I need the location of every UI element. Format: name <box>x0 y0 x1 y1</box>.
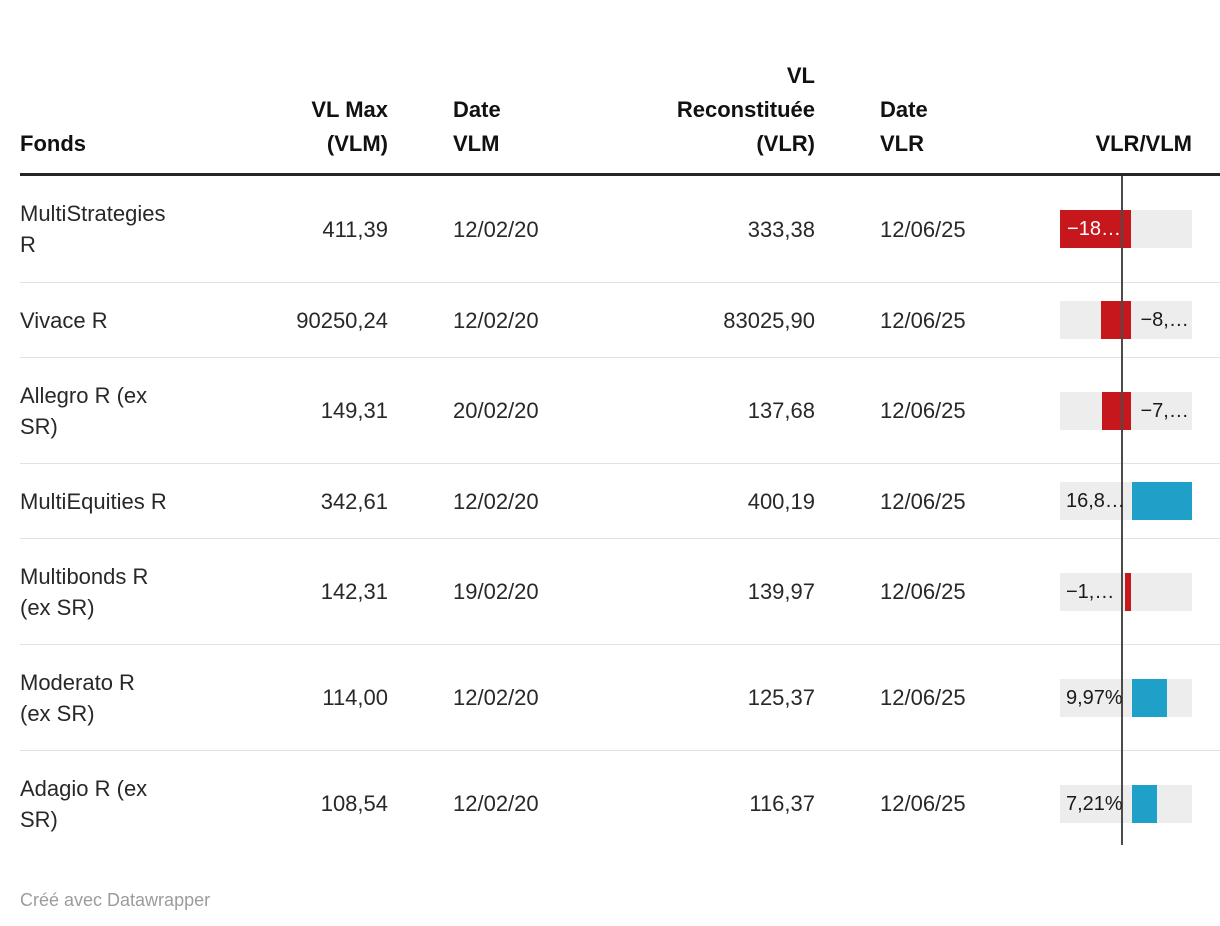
vl-max-value: 411,39 <box>322 216 388 242</box>
vlr-vlm-bar-track: −18… <box>1060 210 1192 248</box>
date-vlm-value: 20/02/20 <box>453 398 539 423</box>
column-header-fonds: Fonds <box>20 131 86 156</box>
vlr-vlm-bar <box>1131 678 1168 717</box>
column-header-date-vlm: Date VLM <box>453 97 501 156</box>
vl-max-value: 342,61 <box>320 488 388 514</box>
table-body: MultiStrategies R 411,39 12/02/20 333,38… <box>20 176 1220 856</box>
vlr-vlm-bar <box>1102 391 1132 430</box>
date-vlr-value: 12/06/25 <box>880 685 966 710</box>
vlr-vlm-bar-label: −8,… <box>1140 309 1189 331</box>
date-vlm-value: 12/02/20 <box>453 791 539 816</box>
zero-axis-line <box>1121 176 1123 845</box>
vlr-vlm-bar-label: −7,… <box>1140 399 1189 422</box>
table-row: MultiStrategies R 411,39 12/02/20 333,38… <box>20 176 1220 282</box>
vl-reconstituee-value: 139,97 <box>747 579 815 604</box>
vlr-vlm-bar-label: −1,… <box>1066 580 1115 603</box>
vlr-vlm-cell: 9,97% <box>995 645 1220 750</box>
table-row: Moderato R (ex SR) 114,00 12/02/20 125,3… <box>20 644 1220 750</box>
vl-reconstituee-value: 137,68 <box>747 398 815 423</box>
column-header-vl-max: VL Max (VLM) <box>311 97 388 156</box>
fund-name: Moderato R (ex SR) <box>20 669 135 726</box>
vlr-vlm-cell: −18… <box>995 176 1220 282</box>
table-row: Adagio R (ex SR) 108,54 12/02/20 116,37 … <box>20 750 1220 856</box>
date-vlm-value: 12/02/20 <box>453 216 539 242</box>
vl-max-value: 90250,24 <box>296 307 388 333</box>
column-header-date-vlr: Date VLR <box>880 97 928 156</box>
vl-reconstituee-value: 125,37 <box>747 685 815 710</box>
fund-name: Adagio R (ex SR) <box>20 775 148 832</box>
vl-max-value: 108,54 <box>320 791 388 816</box>
vlr-vlm-cell: 7,21% <box>995 751 1220 856</box>
fund-name: MultiEquities R <box>20 488 167 514</box>
datawrapper-table: Fonds VL Max (VLM) Date VLM VL Reconstit… <box>10 0 1220 911</box>
vl-reconstituee-value: 83025,90 <box>723 307 815 333</box>
vlr-vlm-bar <box>1125 572 1132 611</box>
fund-name: MultiStrategies R <box>20 201 166 257</box>
vlr-vlm-bar-label: 7,21% <box>1066 792 1123 815</box>
vlr-vlm-bar-label: 9,97% <box>1066 686 1123 709</box>
column-header-vlr-vlm: VLR/VLM <box>1095 131 1192 156</box>
attribution: Créé avec Datawrapper <box>20 890 1200 911</box>
vlr-vlm-bar <box>1060 210 1132 248</box>
datawrapper-credit-link[interactable]: Créé avec Datawrapper <box>20 890 211 910</box>
date-vlm-value: 12/02/20 <box>453 685 539 710</box>
vl-reconstituee-value: 116,37 <box>749 791 815 816</box>
table-row: Multibonds R (ex SR) 142,31 19/02/20 139… <box>20 538 1220 644</box>
date-vlr-value: 12/06/25 <box>880 216 966 242</box>
date-vlr-value: 12/06/25 <box>880 791 966 816</box>
vlr-vlm-bar <box>1101 301 1132 339</box>
date-vlm-value: 19/02/20 <box>453 579 539 604</box>
vlr-vlm-cell: −1,… <box>995 539 1220 644</box>
vl-reconstituee-value: 400,19 <box>747 488 815 514</box>
vl-max-value: 114,00 <box>322 685 388 710</box>
table-row: Vivace R 90250,24 12/02/20 83025,90 12/0… <box>20 282 1220 357</box>
date-vlr-value: 12/06/25 <box>880 398 966 423</box>
date-vlm-value: 12/02/20 <box>453 307 539 333</box>
table-header: Fonds VL Max (VLM) Date VLM VL Reconstit… <box>20 0 1220 176</box>
column-header-vl-reconstituee: VL Reconstituée (VLR) <box>676 63 815 156</box>
vlr-vlm-cell: −8,… <box>995 283 1220 357</box>
vlr-vlm-bar-track: 9,97% <box>1060 678 1192 717</box>
vl-max-value: 149,31 <box>320 398 388 423</box>
vl-reconstituee-value: 333,38 <box>747 216 815 242</box>
vlr-vlm-bar-label: 16,8… <box>1066 490 1125 512</box>
vl-max-value: 142,31 <box>320 579 388 604</box>
fund-name: Vivace R <box>20 307 108 333</box>
fund-name: Multibonds R (ex SR) <box>20 563 149 620</box>
vlr-vlm-bar <box>1131 482 1192 520</box>
vlr-vlm-bar <box>1131 784 1158 823</box>
date-vlr-value: 12/06/25 <box>880 307 966 333</box>
table-row: MultiEquities R 342,61 12/02/20 400,19 1… <box>20 463 1220 538</box>
vlr-vlm-bar-label: −18… <box>1067 218 1121 240</box>
vlr-vlm-cell: 16,8… <box>995 464 1220 538</box>
date-vlr-value: 12/06/25 <box>880 488 966 514</box>
vlr-vlm-bar-track: 16,8… <box>1060 482 1192 520</box>
vlr-vlm-bar-track: −7,… <box>1060 391 1192 430</box>
date-vlm-value: 12/02/20 <box>453 488 539 514</box>
vlr-vlm-bar-track: −1,… <box>1060 572 1192 611</box>
date-vlr-value: 12/06/25 <box>880 579 966 604</box>
table-row: Allegro R (ex SR) 149,31 20/02/20 137,68… <box>20 357 1220 463</box>
vlr-vlm-bar-track: −8,… <box>1060 301 1192 339</box>
fund-name: Allegro R (ex SR) <box>20 382 148 439</box>
vlr-vlm-bar-track: 7,21% <box>1060 784 1192 823</box>
vlr-vlm-cell: −7,… <box>995 358 1220 463</box>
